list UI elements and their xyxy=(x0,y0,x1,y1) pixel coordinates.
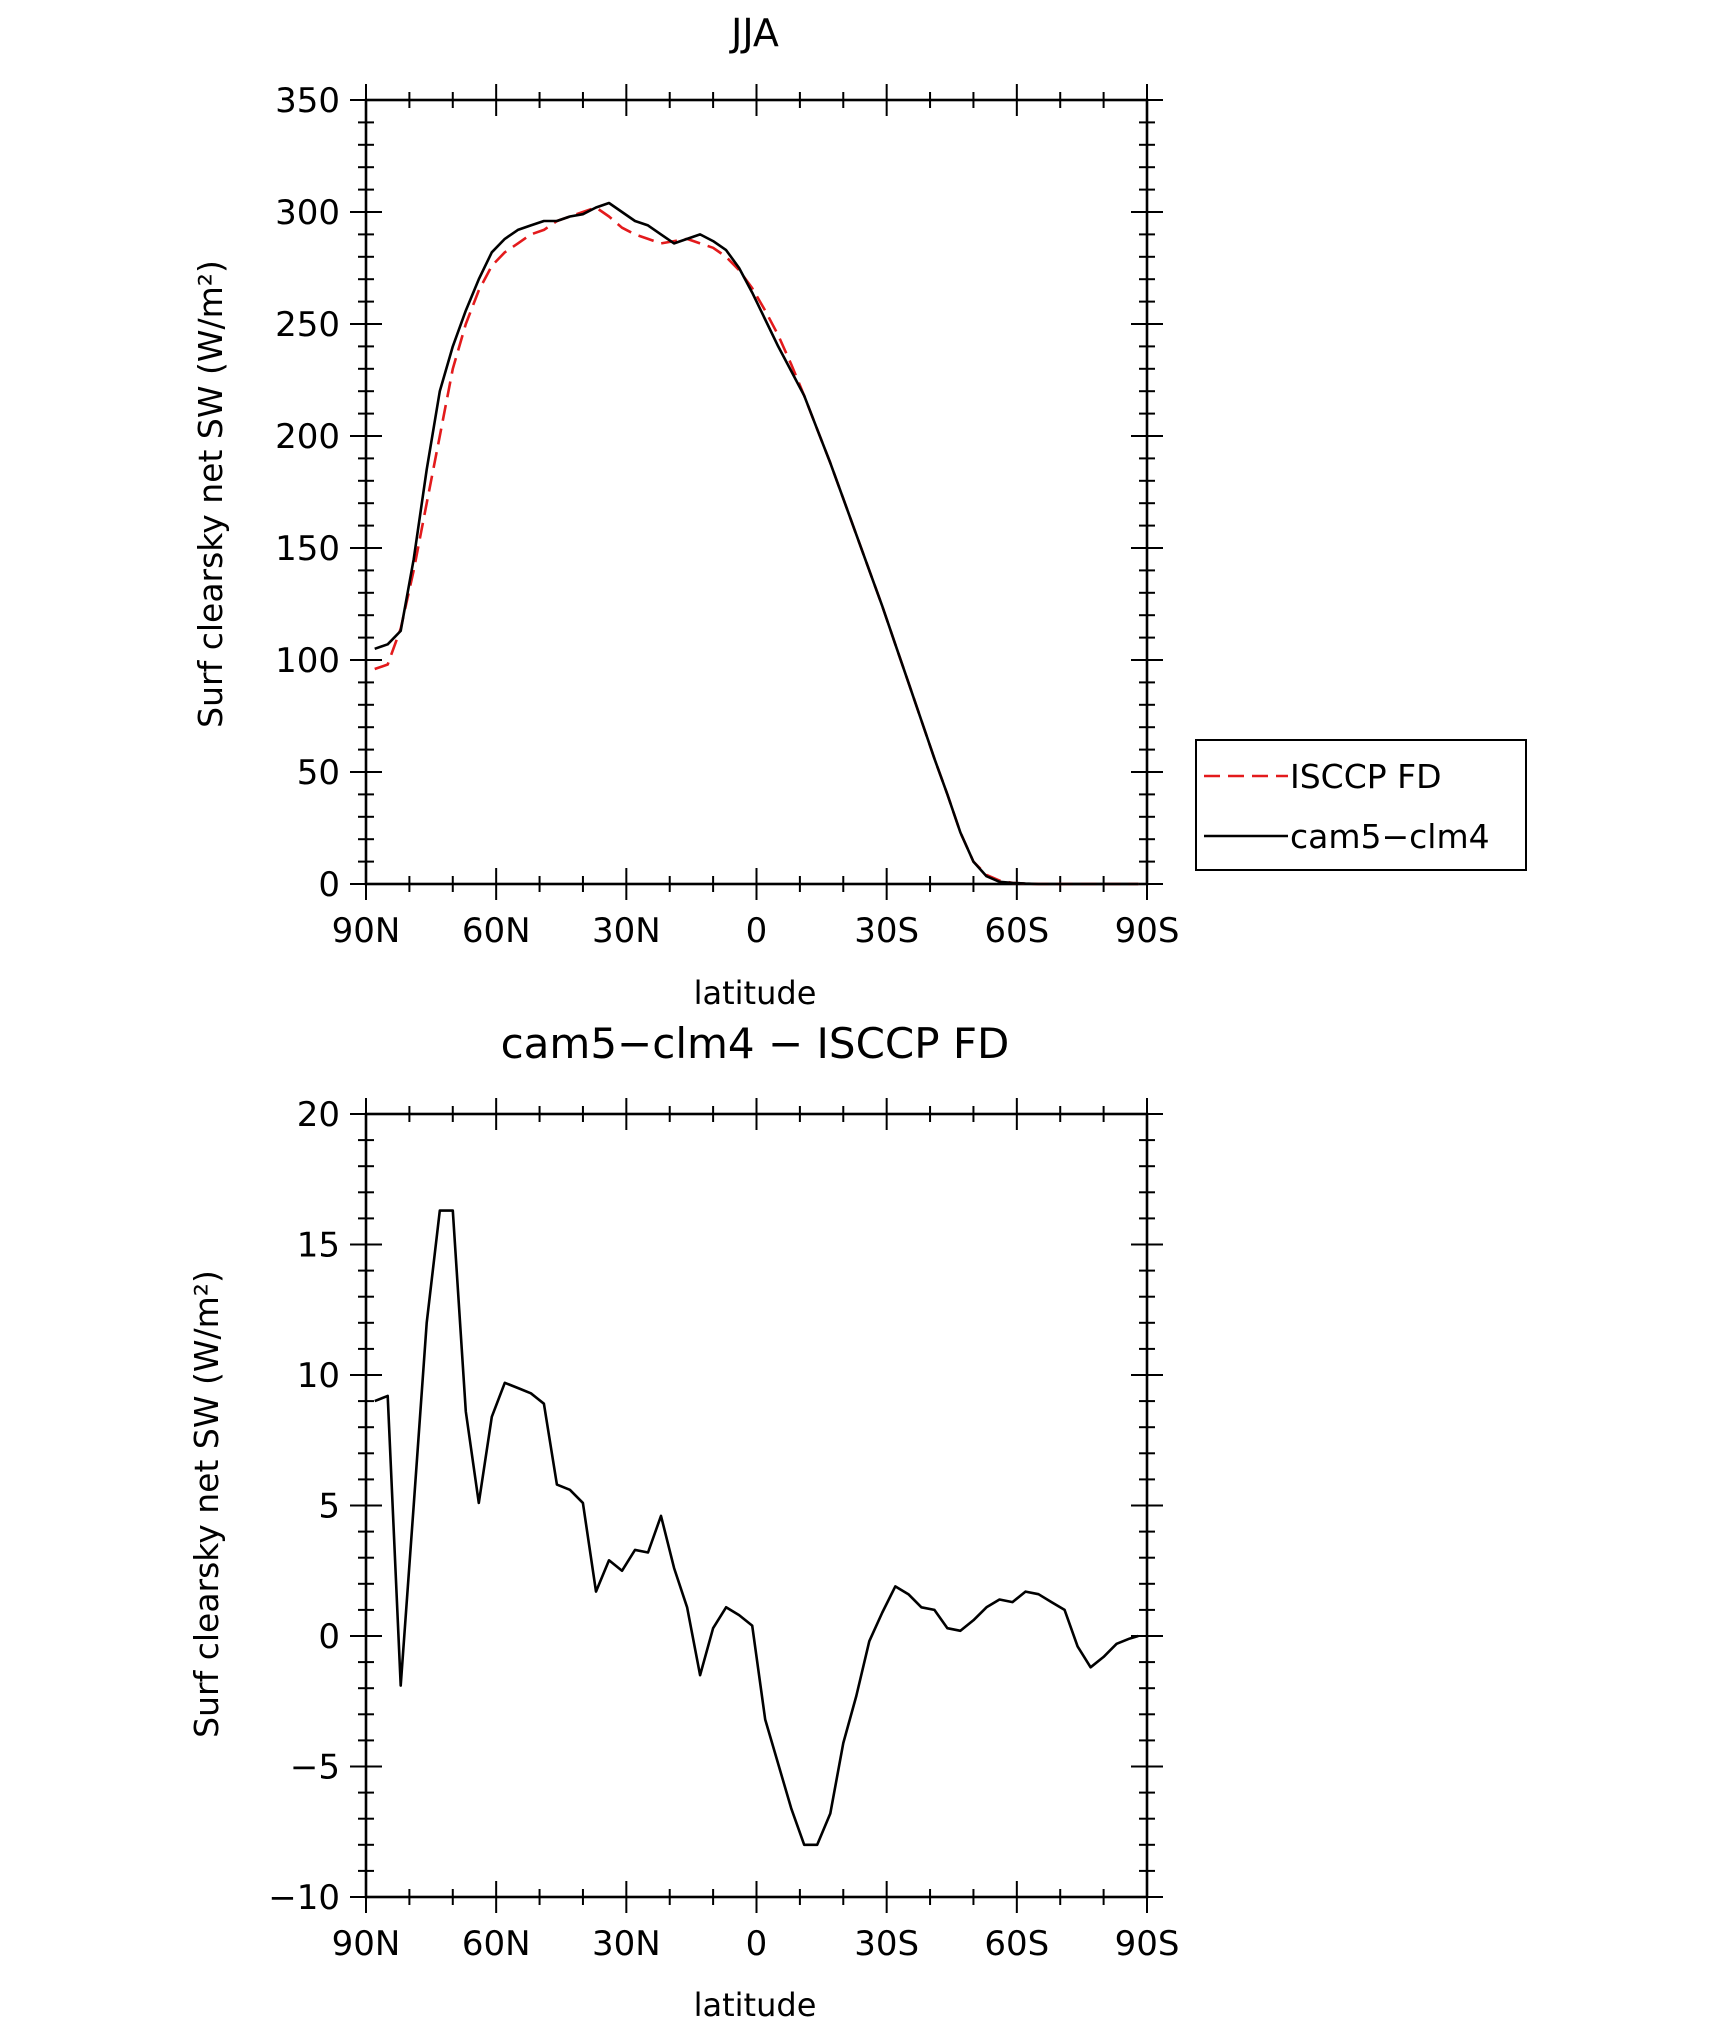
x-tick-label: 60N xyxy=(462,1924,531,1964)
x-axis-label-top: latitude xyxy=(694,974,817,1012)
y-tick-label: 150 xyxy=(275,529,340,569)
x-axis-label-bottom: latitude xyxy=(694,1986,817,2021)
legend-box xyxy=(1195,739,1527,871)
y-tick-label: 200 xyxy=(275,417,340,457)
plot-area-bottom: 90N 60N 30N 0 30S 60S 90S −10 −5 0 5 10 15 20 xyxy=(268,1095,1179,1964)
x-tick-label: 30N xyxy=(592,911,661,951)
x-tick-label: 90N xyxy=(332,911,401,951)
x-tick-label: 90S xyxy=(1115,1924,1180,1964)
y-tick-label: 50 xyxy=(297,753,340,793)
series-line-cam5-clm4 xyxy=(374,201,1139,886)
x-tick-label: 30N xyxy=(592,1924,661,1964)
x-tick-label: 30S xyxy=(854,911,919,951)
plot-frame xyxy=(364,98,1149,886)
chart-title-top: JJA xyxy=(729,11,779,55)
panel-bottom: cam5−clm4 − ISCCP FD latitude Surf clear… xyxy=(187,1019,1179,2021)
y-tick-label: −10 xyxy=(268,1878,340,1918)
series-line-isccp-fd xyxy=(374,206,1139,886)
chart-title-bottom: cam5−clm4 − ISCCP FD xyxy=(501,1019,1010,1068)
y-tick-label: −5 xyxy=(290,1748,340,1788)
x-tick-label: 30S xyxy=(854,1924,919,1964)
plot-area-top: 90N 60N 30N 0 30S 60S 90S 0 50 100 150 200 250 300 350 xyxy=(275,81,1179,951)
y-axis-label-top: Surf clearsky net SW (W/m²) xyxy=(191,260,230,728)
y-tick-label: 20 xyxy=(297,1095,340,1135)
y-axis-label-bottom: Surf clearsky net SW (W/m²) xyxy=(187,1270,226,1738)
y-tick-label: 5 xyxy=(318,1487,340,1527)
y-tick-label: 100 xyxy=(275,641,340,681)
y-tick-label: 350 xyxy=(275,81,340,121)
legend-label-isccp: ISCCP FD xyxy=(1290,757,1442,796)
y-tick-label: 0 xyxy=(318,1617,340,1657)
x-tick-label: 90S xyxy=(1115,911,1180,951)
y-tick-label: 10 xyxy=(297,1356,340,1396)
panel-top: JJA latitude Surf clearsky net SW (W/m²)… xyxy=(191,11,1527,1012)
x-tick-label: 0 xyxy=(746,1924,768,1964)
y-tick-label: 250 xyxy=(275,305,340,345)
plot-frame xyxy=(364,1112,1149,1899)
x-tick-label: 90N xyxy=(332,1924,401,1964)
series-line-difference xyxy=(374,1209,1139,1847)
legend: ISCCP FD cam5−clm4 xyxy=(1195,739,1527,871)
y-tick-label: 0 xyxy=(318,865,340,905)
y-tick-label: 300 xyxy=(275,193,340,233)
y-tick-label: 15 xyxy=(297,1226,340,1266)
x-tick-label: 60S xyxy=(984,911,1049,951)
x-tick-label: 60N xyxy=(462,911,531,951)
x-tick-label: 0 xyxy=(746,911,768,951)
legend-label-cam5: cam5−clm4 xyxy=(1290,817,1490,856)
x-tick-label: 60S xyxy=(984,1924,1049,1964)
